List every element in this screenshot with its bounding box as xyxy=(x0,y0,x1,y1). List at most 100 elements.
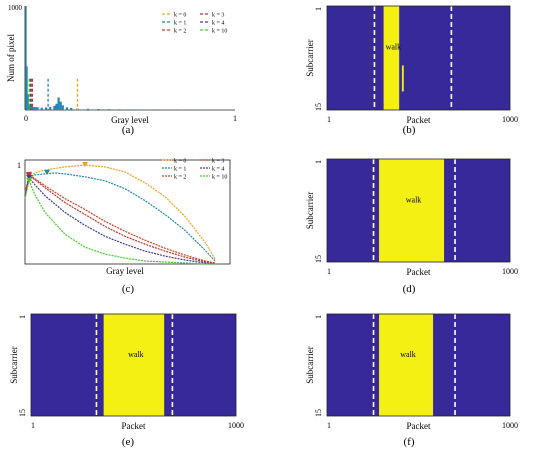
histogram-bar xyxy=(25,6,27,110)
x-axis-label: Gray level xyxy=(111,115,149,125)
histogram-bar xyxy=(86,108,90,110)
histogram-bar xyxy=(30,106,33,110)
legend-label-k10: k = 10 xyxy=(212,29,227,35)
legend-label-k0: k = 0 xyxy=(174,159,186,165)
series-marker-k1 xyxy=(44,169,50,175)
histogram-bar xyxy=(97,108,100,110)
y-axis-label: Num of pixel xyxy=(6,34,16,82)
caption-c: (c) xyxy=(121,283,135,295)
chart-c: 1 Gray level k = 0 k = 3 k = 1 k = 4 k = 2 k = … xyxy=(17,159,231,276)
legend-label-k3: k = 3 xyxy=(212,13,224,19)
legend-label-k10: k = 10 xyxy=(212,175,227,181)
series-line-k10 xyxy=(24,178,215,265)
histogram-bar xyxy=(26,66,28,110)
histogram-bar xyxy=(34,107,37,110)
x-tick-label: 1 xyxy=(327,421,331,430)
histogram-bar xyxy=(55,103,58,110)
x-tick-label: 1 xyxy=(327,115,331,124)
walk-annotation: walk xyxy=(386,43,402,52)
chart-f: walk 1 1000 1 15 Packet Subcarrier xyxy=(305,313,518,431)
histogram-bar xyxy=(53,105,56,110)
legend-label-k0: k = 0 xyxy=(174,13,186,19)
chart-a: 0 1 1000 Gray level Num of pixel k = 0 k = 3 k … xyxy=(6,4,237,125)
series-line-k0 xyxy=(24,164,216,260)
y-tick-label: 1 xyxy=(314,7,323,11)
legend-label-k1: k = 1 xyxy=(174,21,186,27)
y-axis-label: Subcarrier xyxy=(305,39,315,76)
histogram-bar xyxy=(44,107,48,110)
x-tick-label: 1000 xyxy=(502,115,518,124)
x-tick-label: 1000 xyxy=(228,421,244,430)
histogram-bar xyxy=(128,109,132,110)
activity-region xyxy=(383,6,400,110)
legend-label-k4: k = 4 xyxy=(212,21,224,27)
histogram-bar xyxy=(61,105,64,110)
x-axis-label: Packet xyxy=(122,421,146,431)
histogram-bar xyxy=(28,103,30,110)
series-line-k3 xyxy=(24,174,216,264)
y-tick-label: 1 xyxy=(314,315,323,319)
caption-d: (d) xyxy=(402,283,416,295)
plot-frame xyxy=(326,158,511,263)
histogram-bar xyxy=(32,106,35,110)
histogram-bar xyxy=(40,107,43,110)
y-axis-label: Subcarrier xyxy=(305,346,315,383)
legend-label-k4: k = 4 xyxy=(212,167,224,173)
y-tick-label: 15 xyxy=(314,103,323,111)
series-marker-k4 xyxy=(26,174,32,180)
x-tick-label: 1000 xyxy=(502,421,518,430)
histogram-bar xyxy=(65,107,69,110)
y-axis-label: Subcarrier xyxy=(9,346,19,383)
x-tick-label: 1 xyxy=(233,114,237,123)
walk-annotation: walk xyxy=(406,195,422,204)
x-tick-label: 1 xyxy=(327,267,331,276)
y-tick-label: 1000 xyxy=(8,4,23,12)
walk-annotation: walk xyxy=(400,350,416,359)
chart-d: walk 1 1000 1 15 Packet Subcarrier xyxy=(305,158,518,277)
caption-a: (a) xyxy=(121,124,135,136)
histogram-bar xyxy=(57,97,60,110)
histogram-bar xyxy=(49,106,52,110)
histogram-bar xyxy=(70,107,73,110)
y-tick-label: 1 xyxy=(17,161,21,170)
histogram-bar xyxy=(139,109,142,110)
plot-frame xyxy=(24,159,231,265)
activity-region xyxy=(401,65,404,92)
histogram-bar xyxy=(107,109,111,110)
y-tick-label: 1 xyxy=(18,315,27,319)
y-tick-label: 1 xyxy=(314,160,323,164)
y-tick-label: 15 xyxy=(314,255,323,263)
series-marker-k10 xyxy=(26,177,32,183)
histogram-bar xyxy=(27,94,29,110)
plot-frame xyxy=(30,313,237,417)
x-tick-label: 1000 xyxy=(502,267,518,276)
caption-f: (f) xyxy=(403,436,415,448)
x-axis-label: Gray level xyxy=(106,266,144,276)
heatmap-background xyxy=(327,6,510,110)
x-axis-label: Packet xyxy=(407,421,431,431)
x-axis-label: Packet xyxy=(407,115,431,125)
caption-e: (e) xyxy=(121,436,135,448)
y-tick-label: 15 xyxy=(314,409,323,417)
chart-e: walk 1 1000 1 15 Packet Subcarrier xyxy=(9,313,244,431)
chart-b: walk 1 1000 1 15 Packet Subcarrier xyxy=(305,5,518,125)
histogram-bar xyxy=(36,107,39,110)
legend-label-k2: k = 2 xyxy=(174,175,186,181)
x-tick-label: 1 xyxy=(31,421,35,430)
x-axis-label: Packet xyxy=(407,267,431,277)
legend-label-k1: k = 1 xyxy=(174,167,186,173)
histogram-bar xyxy=(59,101,62,110)
y-axis-label: Subcarrier xyxy=(305,192,315,229)
series-marker-k0 xyxy=(82,161,88,167)
caption-b: (b) xyxy=(402,124,416,136)
histogram-bar xyxy=(149,109,153,110)
x-tick-label: 0 xyxy=(24,114,28,123)
y-tick-label: 15 xyxy=(18,409,27,417)
series-line-k4 xyxy=(24,176,216,265)
activity-region xyxy=(379,159,445,262)
plot-frame xyxy=(326,5,511,111)
activity-region xyxy=(103,314,165,416)
activity-region xyxy=(379,314,434,416)
plot-frame xyxy=(326,313,511,417)
legend-label-k3: k = 3 xyxy=(212,159,224,165)
